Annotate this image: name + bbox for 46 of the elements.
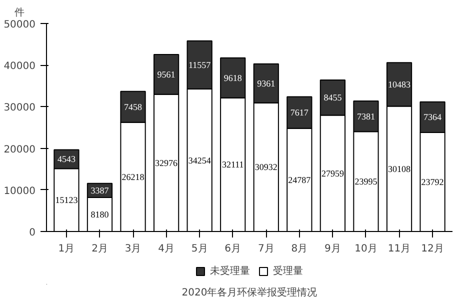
x-tick-label: 7月: [258, 244, 274, 254]
x-tick-label: 11月: [388, 244, 411, 254]
data-label: 9561: [157, 69, 176, 80]
data-label: 8180: [90, 209, 110, 220]
data-label: 30932: [254, 162, 278, 172]
y-tick-label: 30000: [4, 102, 36, 114]
data-label: 3387: [90, 185, 110, 196]
x-tick-label: 1月: [58, 244, 75, 254]
data-label: 24787: [288, 174, 312, 185]
x-tick-label: 3月: [124, 244, 142, 254]
x-tick-label: 5月: [191, 244, 208, 254]
data-label: 15123: [55, 195, 78, 206]
x-tick-label: 6月: [224, 244, 242, 254]
data-label: 7364: [424, 112, 442, 122]
y-tick-label: 40000: [4, 61, 36, 72]
y-tick-label: 50000: [4, 20, 36, 30]
data-label: 30108: [388, 164, 412, 174]
y-axis-title: 件: [14, 8, 24, 18]
y-tick-label: 20000: [4, 144, 36, 156]
y-tick-label: 0: [29, 228, 36, 238]
data-label: 7617: [290, 108, 309, 118]
data-label: 23792: [421, 177, 444, 188]
x-tick-label: 10月: [354, 244, 378, 254]
data-label: 4543: [57, 154, 76, 164]
data-label: 9361: [257, 78, 276, 88]
data-label: 27959: [321, 168, 344, 178]
x-tick-label: 4月: [158, 244, 174, 254]
data-label: 7458: [124, 102, 143, 112]
data-label: 26218: [122, 172, 145, 182]
data-label: 23995: [354, 176, 378, 187]
legend-label: 受理量: [273, 264, 303, 278]
data-label: 7381: [356, 111, 375, 122]
data-label: 8455: [324, 92, 342, 103]
data-label: 32111: [222, 160, 244, 170]
data-label: 10483: [388, 79, 412, 90]
legend-label: 未受理量: [210, 264, 250, 278]
x-tick-label: 8月: [291, 244, 308, 254]
x-tick-label: 9月: [324, 244, 341, 254]
data-label: 11557: [188, 60, 212, 70]
data-label: 32976: [155, 158, 178, 168]
data-label: 9618: [224, 72, 242, 83]
text: 2020年各月环保举报受理情况: [182, 286, 318, 298]
y-tick-label: 10000: [4, 186, 36, 197]
x-tick-label: 12月: [421, 244, 444, 254]
x-tick-label: 2月: [92, 244, 108, 254]
data-label: 34254: [188, 155, 212, 166]
